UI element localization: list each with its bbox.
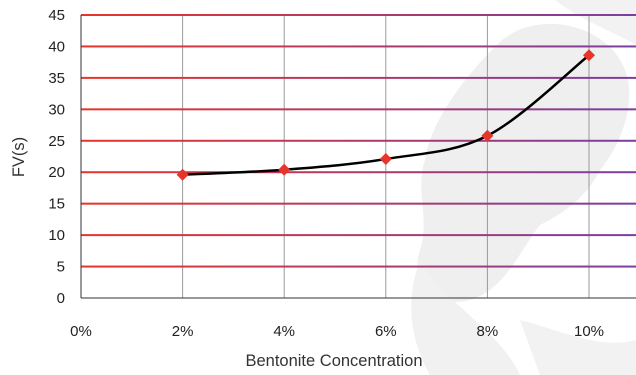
data-point-marker xyxy=(481,129,494,142)
data-point-marker xyxy=(583,49,595,62)
axes xyxy=(80,15,636,299)
horizontal-gridline xyxy=(81,14,636,16)
x-tick-label: 6% xyxy=(375,323,397,340)
y-tick-label: 40 xyxy=(48,38,65,55)
data-point-marker xyxy=(379,153,392,166)
y-tick-label: 20 xyxy=(48,164,65,181)
x-tick-label: 10% xyxy=(574,323,604,340)
y-axis-tick-labels: 0 5 10 15 20 25 30 35 40 45 xyxy=(48,7,65,307)
y-tick-label: 10 xyxy=(48,227,65,244)
horizontal-gridline xyxy=(81,202,636,205)
watermark-background xyxy=(411,0,636,375)
horizontal-gridline xyxy=(81,234,636,237)
horizontal-gridlines xyxy=(81,14,636,268)
horizontal-gridline xyxy=(81,265,636,268)
x-axis-title: Bentonite Concentration xyxy=(245,352,422,370)
y-tick-label: 5 xyxy=(57,259,65,276)
data-point-marker xyxy=(278,163,291,176)
x-axis-tick-labels: 0% 2% 4% 6% 8% 10% xyxy=(70,323,604,340)
x-tick-label: 8% xyxy=(477,323,499,340)
y-axis-title: FV(s) xyxy=(10,137,28,177)
horizontal-gridline xyxy=(81,139,636,142)
x-tick-label: 0% xyxy=(70,323,92,340)
horizontal-gridline xyxy=(81,108,636,111)
x-tick-label: 2% xyxy=(172,323,194,340)
horizontal-gridline xyxy=(81,171,636,174)
horizontal-gridline xyxy=(81,45,636,48)
y-tick-label: 25 xyxy=(48,133,65,150)
y-tick-label: 15 xyxy=(48,196,65,213)
y-tick-label: 45 xyxy=(48,7,65,24)
y-tick-label: 0 xyxy=(57,290,65,307)
horizontal-gridline xyxy=(81,76,636,79)
y-tick-label: 30 xyxy=(48,101,65,118)
data-points xyxy=(176,49,595,181)
y-tick-label: 35 xyxy=(48,70,65,87)
x-tick-label: 4% xyxy=(273,323,295,340)
data-point-marker xyxy=(176,168,189,181)
